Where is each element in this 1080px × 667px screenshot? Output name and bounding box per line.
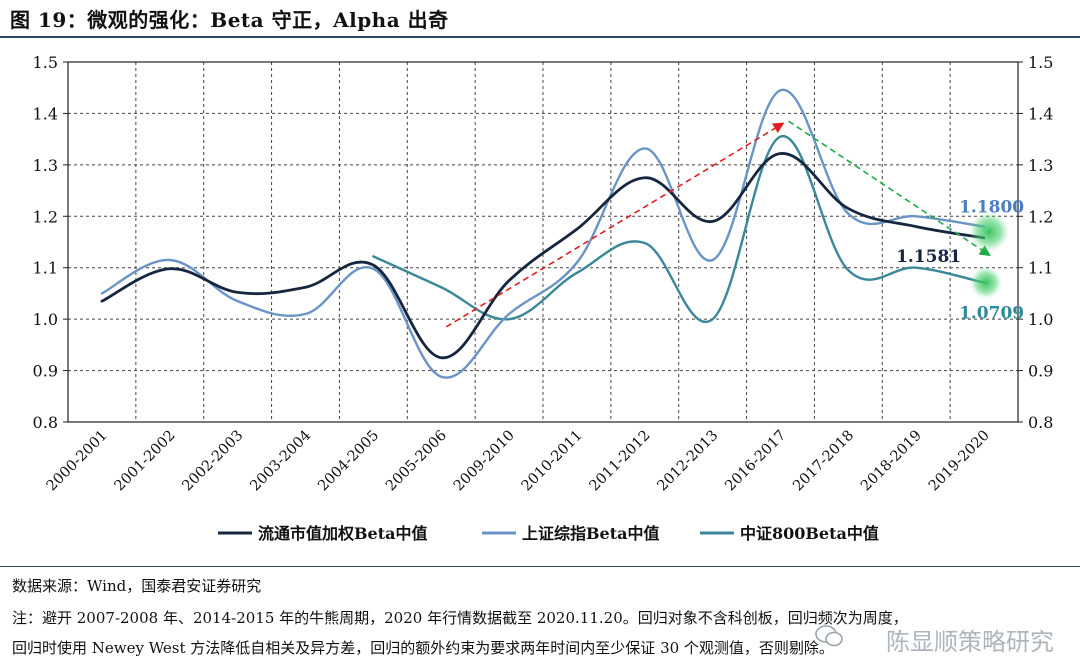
y-tick-label-right: 1.1 <box>1028 259 1053 278</box>
y-tick-label-right: 1.2 <box>1028 207 1053 226</box>
series-line-1 <box>100 152 986 360</box>
series-line-2 <box>100 89 986 379</box>
y-tick-label-right: 1.0 <box>1028 310 1053 329</box>
legend-label-3: 中证800Beta中值 <box>740 524 879 543</box>
x-tick-label: 2004-2005 <box>315 428 382 495</box>
x-tick-label: 2002-2003 <box>180 428 247 495</box>
y-tick-label-left: 1.4 <box>33 104 58 123</box>
x-tick-label: 2010-2011 <box>519 428 586 495</box>
x-tick-label: 2000-2001 <box>44 428 111 495</box>
y-tick-label-left: 1.5 <box>33 53 58 72</box>
x-tick-label: 2011-2012 <box>587 428 654 495</box>
source-note: 数据来源：Wind，国泰君安证券研究 <box>12 577 262 595</box>
line-chart: 0.8 0.8 0.9 0.9 1.0 1.0 1.1 1.1 1.2 1.2 1.3 1.3 1.4 1… <box>33 53 1054 543</box>
end-point-glow-top <box>969 211 1010 252</box>
source-rule <box>0 566 1080 567</box>
x-tick-label: 2009-2010 <box>451 428 518 495</box>
title-rule <box>0 36 1080 38</box>
x-tick-label: 2019-2020 <box>926 428 993 495</box>
watermark: 陈显顺策略研究 <box>886 628 1054 656</box>
end-point-glow-bottom <box>970 266 1003 299</box>
x-tick-label: 2017-2018 <box>790 428 857 495</box>
annotation-weighted-last: 1.1581 <box>896 247 961 267</box>
x-tick-label: 2003-2004 <box>247 428 314 495</box>
trend-arrow-down <box>788 120 991 257</box>
y-tick-label-right: 0.8 <box>1028 413 1053 432</box>
y-tick-label-left: 0.9 <box>33 362 58 381</box>
trend-arrow-up <box>445 122 785 328</box>
x-tick-label: 2001-2002 <box>112 428 179 495</box>
y-tick-label-left: 1.0 <box>33 310 58 329</box>
annotation-shanghai-last: 1.1800 <box>959 198 1024 218</box>
y-tick-label-right: 1.5 <box>1028 53 1053 72</box>
footnote-line-1: 注：避开 2007-2008 年、2014-2015 年的牛熊周期，2020 年… <box>12 609 908 627</box>
y-tick-label-right: 1.4 <box>1028 104 1053 123</box>
y-tick-label-left: 0.8 <box>33 413 58 432</box>
y-tick-label-right: 1.3 <box>1028 156 1053 175</box>
legend-label-2: 上证综指Beta中值 <box>522 524 659 543</box>
x-tick-label: 2018-2019 <box>858 428 925 495</box>
y-tick-label-right: 0.9 <box>1028 362 1053 381</box>
plot-frame <box>67 61 1019 423</box>
x-tick-label: 2012-2013 <box>655 428 722 495</box>
legend-label-1: 流通市值加权Beta中值 <box>258 524 427 543</box>
y-tick-label-left: 1.1 <box>33 259 58 278</box>
wechat-icon <box>815 625 843 647</box>
figure-title: 图 19：微观的强化：Beta 守正，Alpha 出奇 <box>10 8 449 32</box>
y-tick-label-left: 1.2 <box>33 207 58 226</box>
y-tick-label-left: 1.3 <box>33 156 58 175</box>
x-tick-label: 2016-2017 <box>722 428 789 495</box>
footnote-line-2: 回归时使用 Newey West 方法降低自相关及异方差，回归的额外约束为要求两… <box>12 639 834 657</box>
series-line-3 <box>372 135 986 323</box>
x-tick-label: 2005-2006 <box>383 428 450 495</box>
annotation-csi800-last: 1.0709 <box>959 304 1024 324</box>
